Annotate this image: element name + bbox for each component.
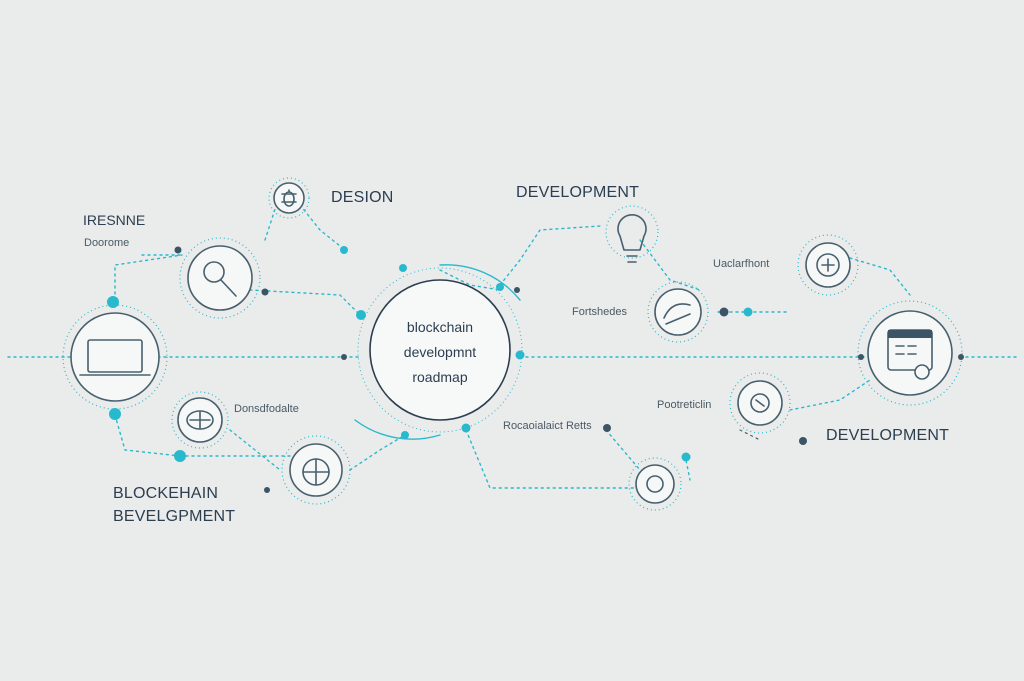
label-future: Fortshedes	[572, 306, 628, 318]
laptop-icon	[79, 339, 151, 376]
central-hub	[354, 264, 523, 440]
label-deploy: Uaclarfhont	[713, 258, 770, 270]
coin-icon	[750, 393, 770, 413]
gear-coin-icon	[816, 253, 840, 277]
globe-icon	[302, 458, 330, 486]
label-design: DESION	[331, 189, 394, 206]
hub-title-line-1: blockchain	[406, 319, 474, 335]
label-development-top: DEVELOPMENT	[516, 184, 640, 201]
calculator-icon	[887, 329, 933, 380]
label-research-sub: Doorome	[84, 237, 130, 249]
calculator-node	[857, 300, 963, 406]
label-research-tests: Rocaoialaict Retts	[503, 420, 592, 432]
cog-node	[171, 391, 229, 449]
network-node	[628, 457, 682, 511]
lightbulb-icon	[617, 214, 647, 263]
label-development-right: DEVELOPMENT	[826, 427, 950, 444]
globe-node	[281, 435, 351, 505]
hand-node	[647, 281, 709, 343]
network-icon	[646, 475, 664, 493]
bug-icon	[281, 189, 297, 207]
hub-title-line-3: roadmap	[412, 369, 468, 385]
label-research-title: IRESNNE	[83, 212, 146, 228]
coin-node	[729, 372, 791, 434]
magnifier-node	[179, 237, 261, 319]
label-blockchain-dev-1: BLOCKEHAIN	[113, 485, 219, 502]
magnifier-icon	[203, 261, 237, 297]
connectors	[114, 199, 911, 489]
label-blockchain-dev-2: BEVELGPMENT	[113, 508, 236, 525]
connector-dots	[107, 246, 964, 493]
bug-node	[268, 177, 310, 219]
label-prototype: Pootreticlin	[657, 399, 712, 411]
lightbulb-node	[605, 205, 659, 263]
label-left-mid: Donsdfodalte	[234, 403, 299, 415]
laptop-node	[62, 304, 168, 410]
hand-icon	[663, 303, 691, 325]
hub-title-line-2: developmnt	[403, 344, 477, 360]
gear-coin-node	[797, 234, 859, 296]
cog-icon	[186, 410, 214, 430]
